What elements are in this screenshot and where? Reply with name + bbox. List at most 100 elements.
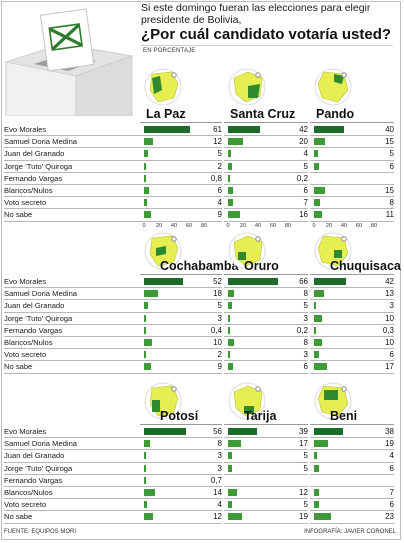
category-label: Fernando Vargas [4, 173, 63, 183]
row-separator [4, 299, 140, 301]
tarija-bar [228, 513, 243, 521]
pando-bar [314, 187, 326, 194]
row-separator [4, 522, 140, 524]
category-label: Jorge ‘Tuto’ Quiroga [4, 313, 73, 323]
row-separator [4, 147, 140, 149]
pando-panel-rule [310, 122, 394, 123]
cochabamba-panel-title: Cochabamba [160, 259, 239, 273]
chuquisaca-value-label: 42 [385, 277, 394, 286]
potosi-bar [144, 452, 147, 460]
row-separator [224, 437, 308, 439]
tarija-map-icon [228, 382, 266, 420]
row-separator [140, 147, 222, 149]
oruro-panel-title: Oruro [244, 259, 279, 273]
x-tick-label: 80 [284, 222, 292, 229]
chuquisaca-value-label: 3 [389, 301, 394, 311]
potosi-value-label: 12 [213, 512, 222, 522]
x-tick-label: 60 [185, 222, 193, 229]
row-separator [310, 336, 394, 337]
cochabamba-bar [144, 339, 152, 346]
potosi-value-label: 3 [217, 463, 222, 473]
cochabamba-bar [144, 351, 146, 359]
row-separator [4, 461, 140, 463]
row-separator [4, 171, 140, 173]
santa-cruz-bar [228, 126, 260, 133]
chuquisaca-bar [314, 302, 317, 310]
row-separator [310, 208, 394, 210]
cochabamba-panel-rule [140, 274, 222, 275]
row-separator [310, 522, 394, 524]
category-label: Voto secreto [4, 198, 47, 208]
row-separator [4, 449, 140, 451]
question-title: ¿Por cuál candidato votaría usted? [141, 26, 392, 43]
row-separator [4, 323, 140, 325]
potosi-value-label: 4 [217, 500, 222, 510]
cochabamba-bar [144, 326, 146, 334]
row-separator [310, 147, 394, 149]
tarija-bar [228, 452, 232, 460]
santa-cruz-bar [228, 162, 232, 170]
row-separator [140, 510, 222, 512]
chuquisaca-bar [314, 278, 346, 285]
row-separator [140, 348, 222, 350]
potosi-value-label: 8 [217, 439, 222, 449]
row-separator [310, 171, 394, 173]
potosi-bar [144, 501, 147, 509]
beni-bar [314, 464, 319, 472]
pando-value-label: 11 [385, 210, 394, 220]
la-paz-map-icon [144, 68, 182, 106]
oruro-bar [228, 302, 232, 310]
row-separator [140, 159, 222, 161]
row-separator [224, 360, 308, 362]
row-separator [4, 208, 140, 210]
pando-value-label: 5 [389, 149, 394, 159]
row-separator [140, 473, 222, 475]
x-tick-label: 40 [254, 222, 262, 229]
row-separator [224, 372, 308, 374]
chuquisaca-panel-rule [310, 274, 394, 275]
row-separator [310, 135, 394, 137]
row-separator [224, 323, 308, 325]
la-paz-value-label: 12 [213, 137, 222, 147]
beni-value-label: 23 [385, 512, 394, 522]
source-note: FUENTE: EQUIPOS MORI [4, 529, 77, 535]
row-separator [140, 220, 222, 222]
row-separator [224, 461, 308, 463]
oruro-bar [228, 278, 278, 285]
la-paz-panel-rule [140, 122, 222, 123]
chuquisaca-map-icon [314, 232, 352, 270]
santa-cruz-bar [228, 187, 233, 194]
row-separator [310, 372, 394, 374]
credit-note: INFOGRAFÍA: JAVIER CORONEL [304, 529, 396, 535]
x-tick-label: 0 [226, 222, 230, 229]
potosi-bar [144, 428, 186, 435]
tarija-bar [228, 428, 258, 435]
category-label: Juan del Granado [4, 451, 65, 461]
tarija-bar [228, 489, 237, 496]
row-separator [140, 437, 222, 439]
row-separator [224, 473, 308, 475]
potosi-map-icon [144, 382, 182, 420]
la-paz-panel-title: La Paz [146, 107, 186, 121]
santa-cruz-bar [228, 150, 231, 158]
row-separator [310, 473, 394, 475]
oruro-bar [228, 351, 231, 359]
category-label: Blancos/Nulos [4, 488, 53, 497]
santa-cruz-value-label: 6 [303, 186, 308, 195]
row-separator [4, 437, 140, 439]
row-separator [224, 348, 308, 350]
row-separator [140, 184, 222, 185]
tarija-value-label: 5 [303, 463, 308, 473]
category-label: Jorge ‘Tuto’ Quiroga [4, 161, 73, 171]
row-separator [310, 220, 394, 222]
row-separator [224, 208, 308, 210]
santa-cruz-value-label: 5 [303, 161, 308, 171]
la-paz-value-label: 9 [217, 210, 222, 220]
beni-value-label: 6 [389, 500, 394, 510]
category-label: Samuel Doria Medina [4, 439, 78, 449]
santa-cruz-value-label: 4 [303, 149, 308, 159]
row-separator [4, 220, 140, 222]
row-separator [140, 522, 222, 524]
cochabamba-bar [144, 278, 183, 285]
category-label: No sabe [4, 512, 33, 522]
